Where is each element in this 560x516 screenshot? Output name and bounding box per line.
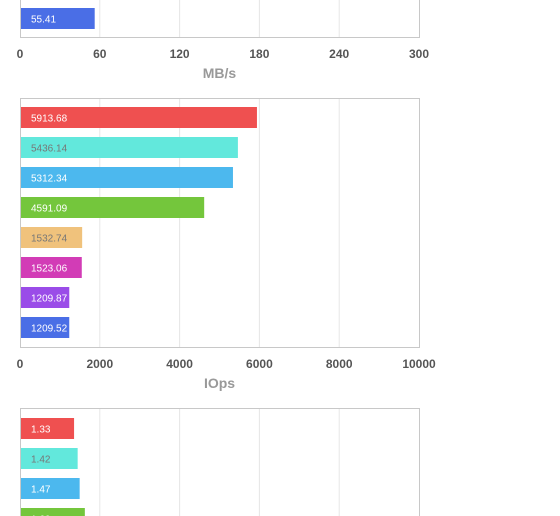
bar [21,478,80,499]
bar [21,418,75,439]
x-axis-label: MB/s [203,65,237,81]
x-tick-label: 6000 [246,357,273,371]
x-tick-label: 300 [409,47,429,61]
bar [21,8,95,29]
bar [21,167,233,188]
bar-value-label: 1532.74 [31,234,68,245]
bar [21,317,70,338]
bar-value-label: 1.42 [31,455,51,466]
bar-value-label: 4591.09 [31,204,68,215]
bar-value-label: 5436.14 [31,144,68,155]
bar-value-label: 5312.34 [31,174,68,185]
bar [21,508,85,516]
x-tick-label: 120 [170,47,190,61]
bar-value-label: 1209.87 [31,294,68,305]
x-tick-label: 0 [17,47,24,61]
x-axis-label: IOps [204,375,235,391]
bar-value-label: 5913.68 [31,114,68,125]
bar-value-label: 1.60 [31,515,51,516]
bar-value-label: 1.47 [31,485,51,496]
bar-value-label: 55.41 [31,15,56,26]
bar [21,448,78,469]
x-tick-label: 240 [329,47,349,61]
bar [21,137,238,158]
bar-value-label: 1209.52 [31,324,68,335]
plot-frame [20,408,420,516]
bar-value-label: 1.33 [31,425,51,436]
bar [21,287,70,308]
plot-frame [20,98,420,348]
chart-1: 55.41 0 60 120 180 240 300 MB/s [17,0,429,81]
bar [21,227,83,248]
x-tick-label: 10000 [402,357,436,371]
x-tick-label: 60 [93,47,107,61]
bar [21,257,82,278]
x-tick-label: 0 [17,357,24,371]
chart-2: 5913.68 5436.14 5312.34 4591.09 1532.74 1523.… [17,98,436,391]
chart-3: 1.33 1.42 1.47 1.60 [20,408,420,516]
x-tick-label: 2000 [86,357,113,371]
bar [21,107,257,128]
bar-value-label: 1523.06 [31,264,68,275]
x-tick-label: 8000 [326,357,353,371]
bar [21,197,205,218]
x-tick-label: 4000 [166,357,193,371]
x-tick-label: 180 [249,47,269,61]
plot-frame [20,0,420,38]
